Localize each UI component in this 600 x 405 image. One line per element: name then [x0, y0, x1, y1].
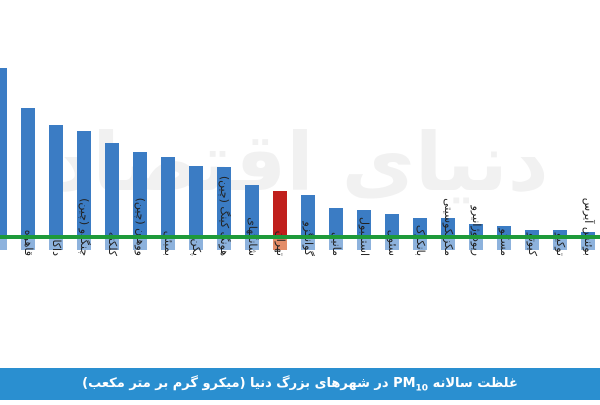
x-tick-label: بمبئی	[162, 231, 175, 256]
bar	[0, 68, 7, 250]
bar-lower-part	[49, 237, 63, 250]
bar-lower-part	[301, 237, 315, 250]
bar	[77, 131, 91, 250]
bar-lower-part	[77, 237, 91, 250]
x-tick-label: قاهره	[22, 230, 35, 256]
pollutant: PM10	[393, 376, 429, 394]
bar-lower-part	[441, 237, 455, 250]
x-tick-label: ووهان (چین)	[134, 198, 147, 256]
pollutant-subscript: 10	[415, 383, 429, 394]
bar-lower-part	[469, 237, 483, 250]
chart: دنیای اقتصاد قاهره داکا چنگدو (چین) کلکته وو…	[0, 68, 600, 257]
bar	[161, 157, 175, 250]
bar-lower-part	[21, 237, 35, 250]
bar-lower-part	[133, 237, 147, 250]
bar	[105, 143, 119, 250]
x-tick-label: مکزیکوسیتی	[442, 198, 455, 256]
x-tick-label: سئول	[386, 230, 399, 256]
bar	[189, 166, 203, 250]
bar-lower-part	[105, 237, 119, 250]
x-tick-label: بوئنس آیرس	[582, 198, 596, 256]
x-tick-label: ریودوژانیرو	[470, 205, 483, 256]
bar	[217, 167, 231, 250]
bar	[133, 152, 147, 250]
bar-lower-part	[497, 237, 511, 250]
x-tick-label: بانکوک	[414, 225, 427, 256]
caption-before: غلظت سالانه	[432, 376, 518, 391]
x-tick-label: داکا	[50, 239, 63, 256]
bar-lower-part	[329, 237, 343, 250]
x-tick-label: پکن	[190, 238, 203, 256]
bar	[49, 125, 63, 250]
bar-lower-part	[385, 237, 399, 250]
bar-lower-part	[161, 237, 175, 250]
bar-lower-part	[413, 237, 427, 250]
bar-lower-part	[0, 237, 7, 250]
watermark: دنیای اقتصاد	[51, 116, 548, 209]
caption: غلظت سالانه PM10 در شهرهای بزرگ دنیا (می…	[0, 368, 600, 400]
bar-lower-part	[217, 237, 231, 250]
x-tick-label: مسکو	[498, 228, 511, 257]
x-tick-label: تهران	[274, 231, 287, 256]
x-tick-label: هونگ کینگ (چین)	[218, 176, 231, 256]
caption-after: در شهرهای بزرگ دنیا (میکرو گرم بر متر مک…	[82, 376, 389, 391]
bar-lower-part	[581, 237, 595, 250]
bar-lower-part	[525, 237, 539, 250]
bar-lower-part	[245, 237, 259, 250]
bar	[245, 185, 259, 250]
x-tick-label: چنگدو (چین)	[78, 198, 91, 256]
bar-lower-part	[189, 237, 203, 250]
bar-lower-part	[553, 237, 567, 250]
bar	[21, 108, 35, 250]
pollutant-name: PM	[393, 376, 416, 391]
bar-lower-part	[273, 237, 287, 250]
bar-lower-part	[357, 237, 371, 250]
